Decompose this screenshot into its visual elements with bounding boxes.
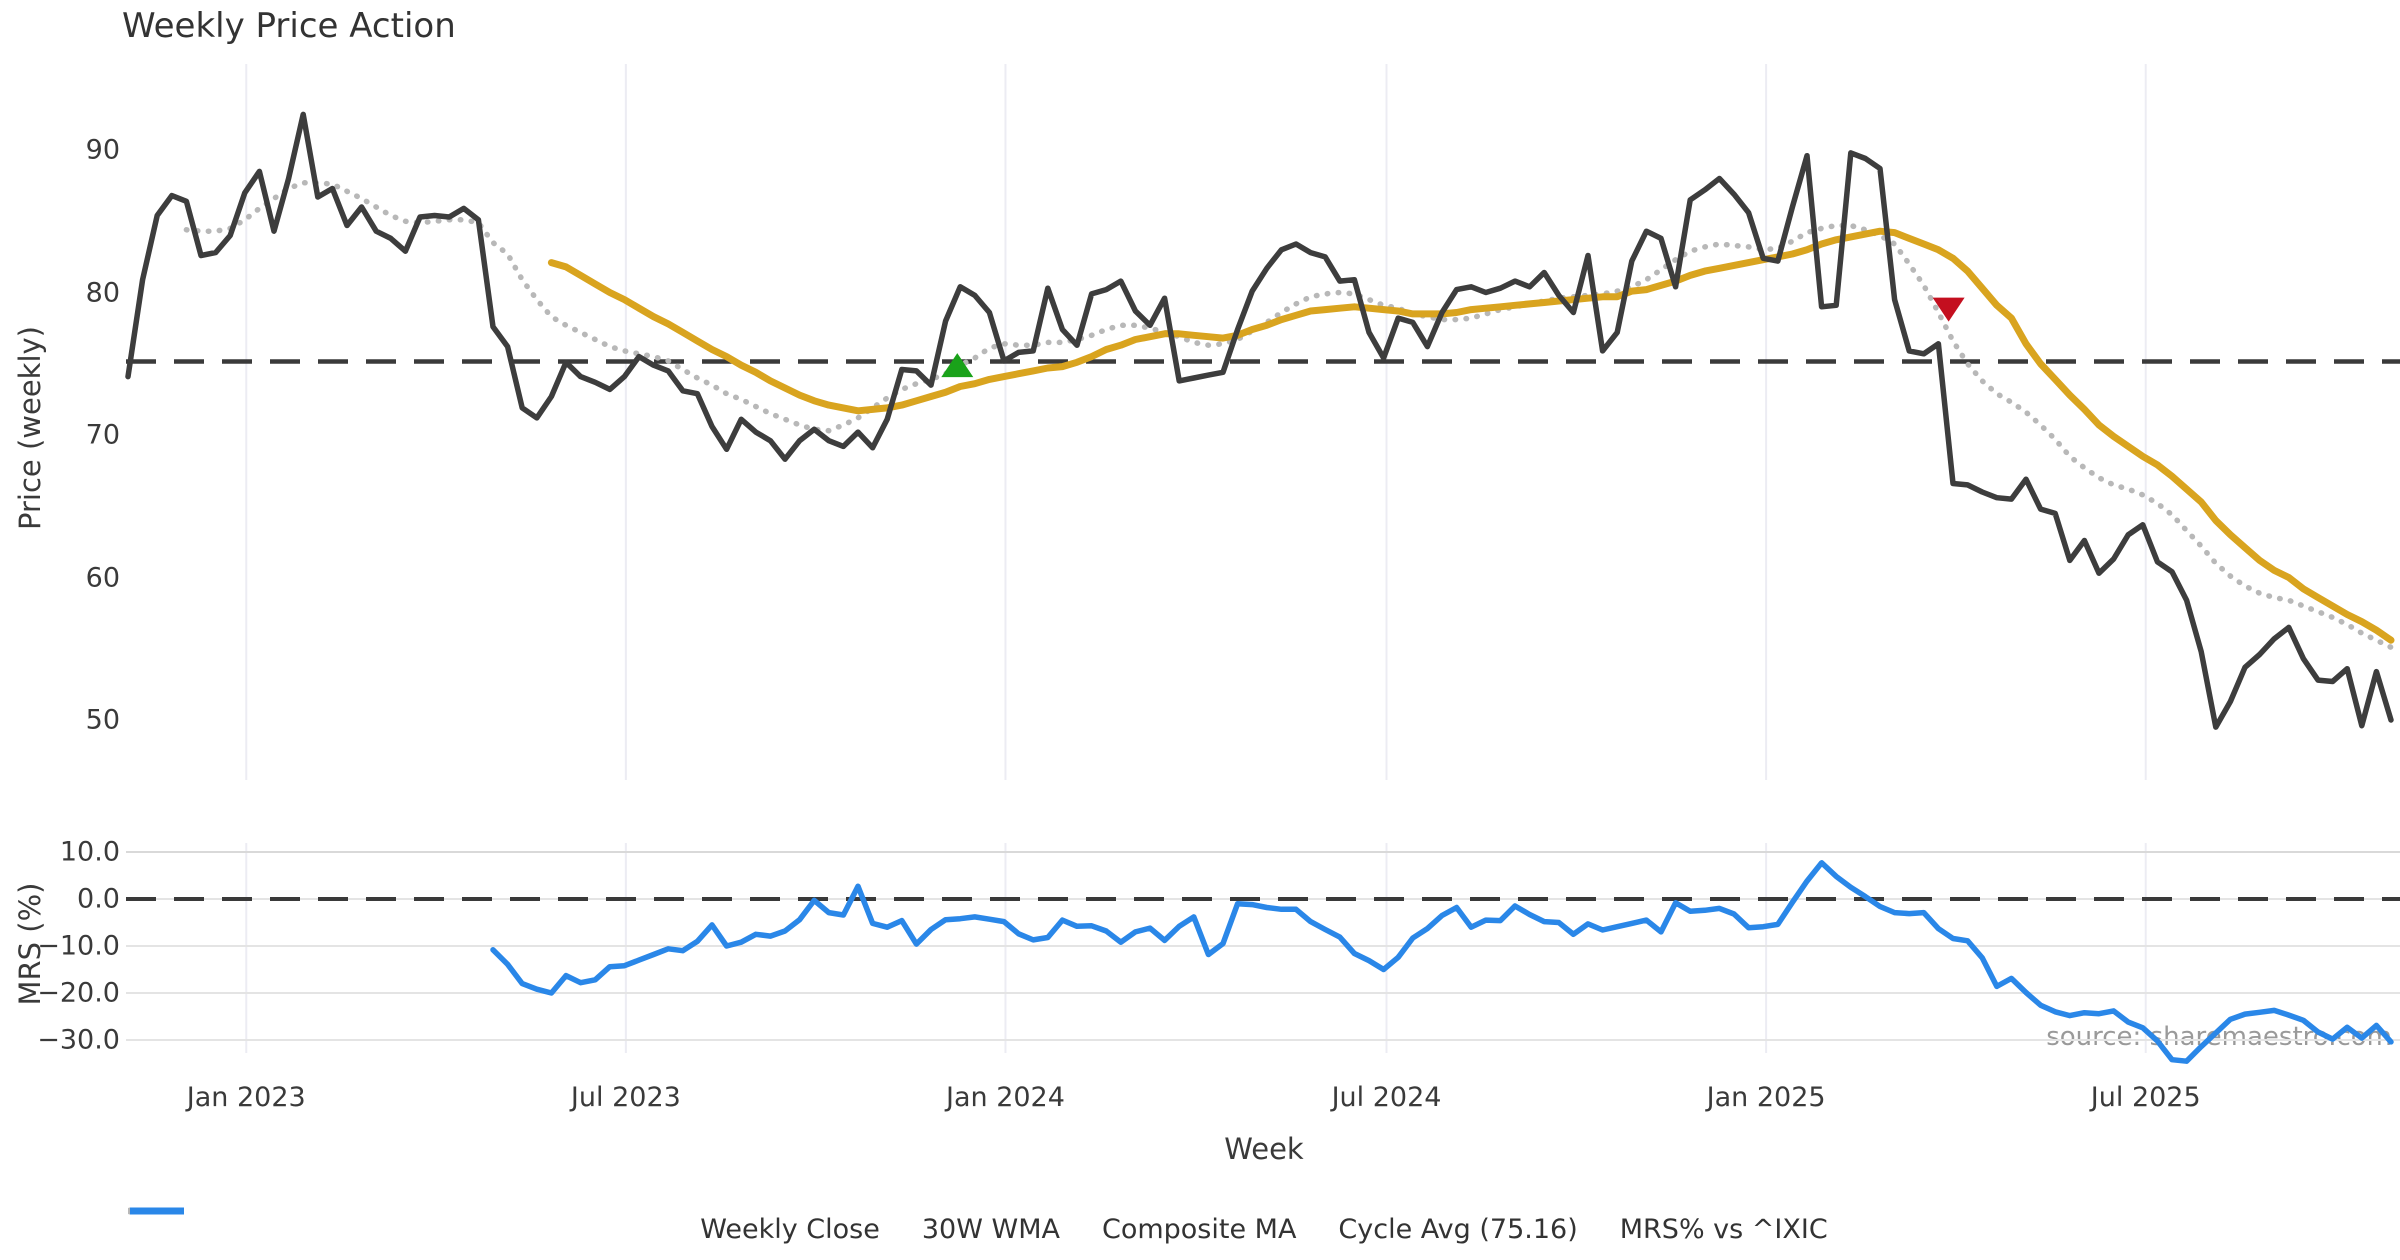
- mrs-tick-label: −30.0: [37, 1024, 120, 1056]
- price-tick-label: 60: [85, 562, 120, 593]
- x-tick-label: Jan 2023: [186, 1082, 306, 1113]
- legend-item: Weekly Close: [130, 1207, 880, 1245]
- mrs-tick-label: 0.0: [77, 883, 120, 915]
- price-tick-label: 50: [85, 704, 120, 736]
- legend-label: 30W WMA: [921, 1213, 1060, 1245]
- mrs-tick-label: 10.0: [59, 836, 120, 868]
- mrs-tick-label: −10.0: [37, 930, 120, 962]
- x-tick-label: Jul 2025: [2090, 1082, 2201, 1113]
- x-tick-label: Jan 2025: [1706, 1082, 1826, 1113]
- mrs-line: [490, 860, 2394, 1064]
- legend-item: Composite MA: [128, 1207, 1297, 1245]
- mrs-tick-label: −20.0: [37, 977, 120, 1009]
- buy-signal-marker: [941, 353, 974, 378]
- composite-ma-line: [183, 180, 2394, 651]
- legend-item: 30W WMA: [130, 1207, 1060, 1245]
- legend-item: Cycle Avg (75.16): [130, 1207, 1578, 1245]
- x-tick-label: Jan 2024: [945, 1082, 1065, 1113]
- legend-label: MRS% vs ^IXIC: [1619, 1213, 1828, 1245]
- price-tick-label: 70: [85, 419, 120, 451]
- legend-label: Cycle Avg (75.16): [1338, 1213, 1578, 1245]
- price-tick-label: 90: [85, 134, 120, 166]
- x-tick-label: Jul 2024: [1331, 1082, 1442, 1113]
- price-tick-label: 80: [85, 277, 120, 308]
- x-tick-label: Jul 2023: [570, 1082, 681, 1113]
- legend-item: MRS% vs ^IXIC: [130, 1207, 1828, 1245]
- legend-line-sample: [130, 1207, 184, 1215]
- legend: Weekly Close 30W WMA Composite MA Cycle …: [128, 1206, 2400, 1252]
- wma-line: [547, 227, 2395, 644]
- chart-title: Weekly Price Action: [122, 6, 456, 46]
- legend-label: Weekly Close: [700, 1213, 880, 1245]
- weekly-close-line: [125, 111, 2394, 730]
- legend-label: Composite MA: [1101, 1213, 1297, 1245]
- sell-signal-marker: [1932, 297, 1965, 322]
- week-axis-label: Week: [1224, 1132, 1304, 1166]
